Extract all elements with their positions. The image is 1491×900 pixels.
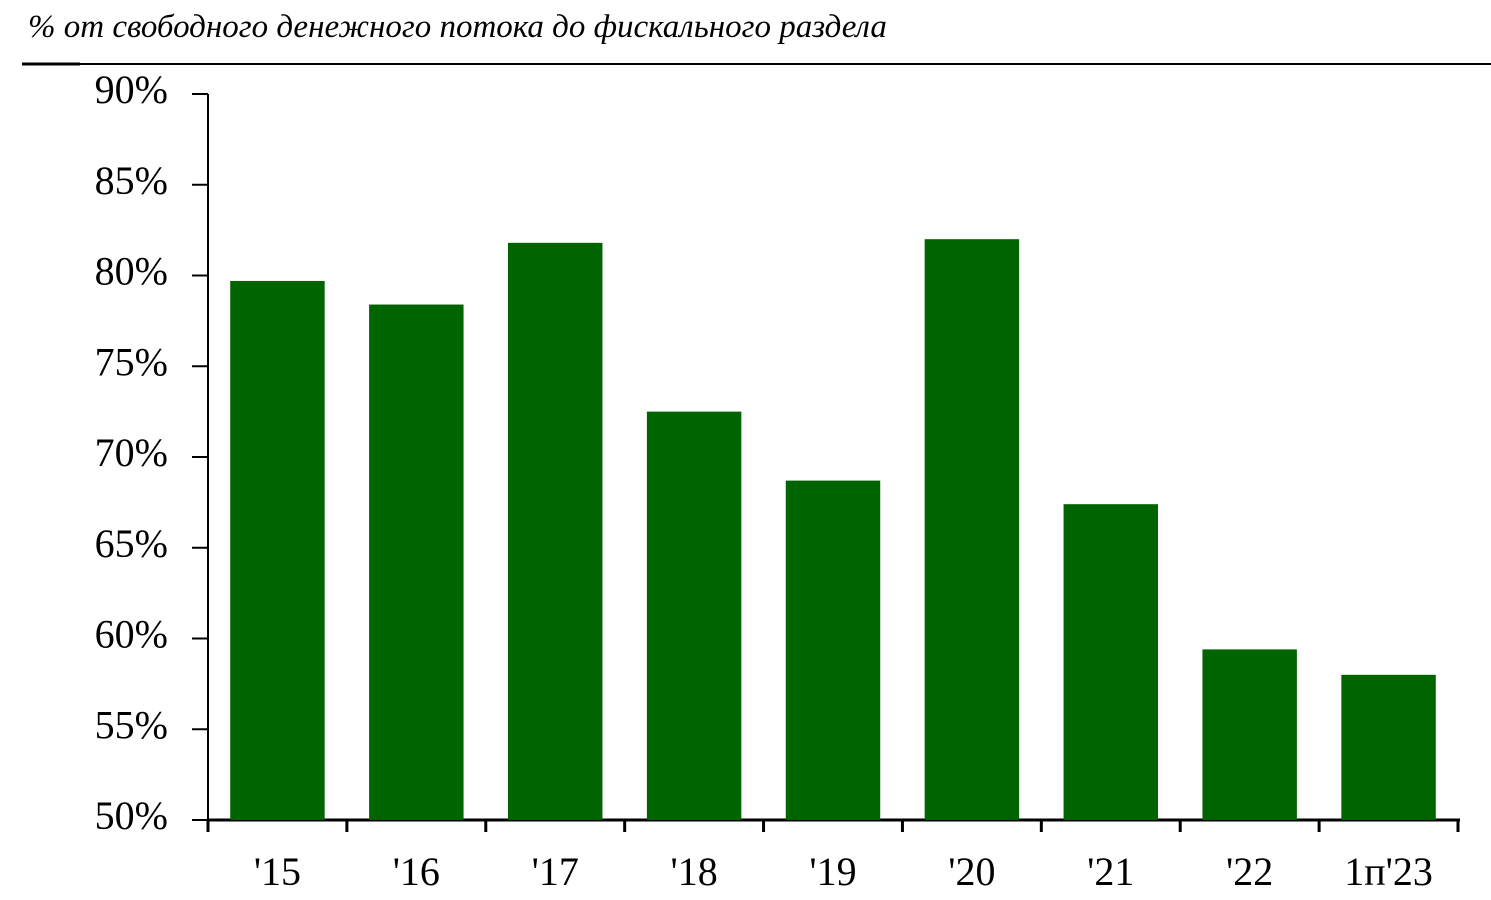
y-tick-label: 75% bbox=[95, 339, 168, 384]
bar bbox=[230, 280, 325, 820]
chart-subtitle: % от свободного денежного потока до фиск… bbox=[28, 9, 887, 45]
x-tick-label: '15 bbox=[254, 849, 301, 894]
x-tick-label: '17 bbox=[532, 849, 579, 894]
x-tick-label: '19 bbox=[809, 849, 856, 894]
bar bbox=[785, 480, 881, 820]
y-tick-label: 90% bbox=[95, 67, 168, 112]
x-tick-label: '20 bbox=[948, 849, 995, 894]
bar bbox=[1063, 504, 1158, 820]
y-tick-label: 50% bbox=[95, 793, 168, 838]
bar bbox=[646, 411, 742, 820]
x-tick-label: '21 bbox=[1087, 849, 1134, 894]
x-tick-label: '16 bbox=[393, 849, 440, 894]
bar bbox=[508, 242, 603, 820]
y-tick-label: 85% bbox=[95, 158, 168, 203]
bar bbox=[924, 239, 1020, 820]
bar bbox=[1341, 674, 1436, 820]
bar bbox=[1202, 649, 1297, 820]
y-tick-label: 65% bbox=[95, 521, 168, 566]
bar bbox=[369, 304, 464, 820]
y-tick-label: 55% bbox=[95, 702, 168, 747]
y-tick-label: 60% bbox=[95, 612, 168, 657]
y-tick-label: 70% bbox=[95, 430, 168, 475]
x-tick-label: 1п'23 bbox=[1344, 849, 1433, 894]
y-tick-label: 80% bbox=[95, 249, 168, 294]
x-tick-label: '18 bbox=[671, 849, 718, 894]
x-tick-label: '22 bbox=[1226, 849, 1273, 894]
